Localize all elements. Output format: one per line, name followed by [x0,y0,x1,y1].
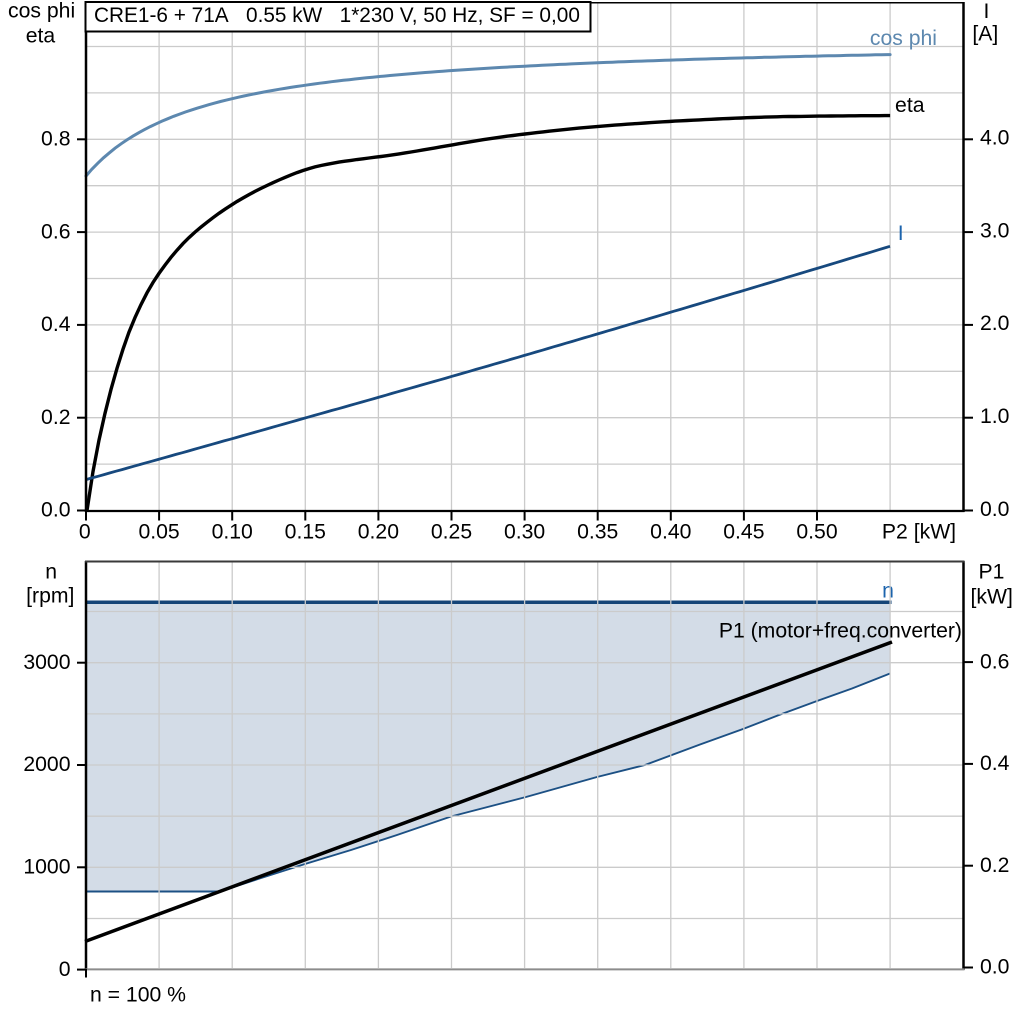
svg-text:0.10: 0.10 [212,521,253,544]
svg-text:cos phi: cos phi [8,0,75,23]
svg-text:0.35: 0.35 [577,521,618,544]
svg-text:0.0: 0.0 [41,499,70,522]
svg-text:I: I [984,0,990,23]
svg-text:3000: 3000 [23,651,70,674]
svg-text:0.6: 0.6 [41,220,70,243]
svg-text:eta: eta [895,94,925,117]
svg-text:0.4: 0.4 [41,313,71,336]
svg-text:0.8: 0.8 [41,128,70,151]
svg-text:n: n [45,561,57,584]
svg-text:[A]: [A] [972,23,998,46]
svg-text:0.0: 0.0 [980,956,1009,979]
svg-text:0.2: 0.2 [980,854,1009,877]
svg-text:P1: P1 [979,561,1005,584]
svg-text:n = 100 %: n = 100 % [90,984,186,1007]
svg-text:0.05: 0.05 [138,521,179,544]
svg-text:1000: 1000 [23,856,70,879]
svg-text:0.50: 0.50 [796,521,837,544]
svg-text:3.0: 3.0 [980,219,1009,242]
svg-text:P1 (motor+freq.converter): P1 (motor+freq.converter) [719,620,962,643]
svg-text:n: n [882,580,894,603]
svg-text:P2 [kW]: P2 [kW] [882,521,956,544]
svg-text:0.40: 0.40 [650,521,691,544]
svg-text:0: 0 [59,958,71,981]
svg-text:4.0: 4.0 [980,127,1009,150]
svg-text:I: I [898,222,904,245]
svg-text:2000: 2000 [23,753,70,776]
svg-text:0.15: 0.15 [285,521,326,544]
svg-text:0.30: 0.30 [504,521,545,544]
svg-text:0.20: 0.20 [358,521,399,544]
svg-text:0.6: 0.6 [980,650,1009,673]
svg-text:0.4: 0.4 [980,752,1010,775]
svg-text:cos phi: cos phi [870,27,937,50]
svg-text:0.45: 0.45 [723,521,764,544]
svg-text:0.0: 0.0 [980,498,1009,521]
svg-text:[rpm]: [rpm] [26,585,74,608]
svg-text:CRE1-6 + 71A 0.55 kW 1*230: CRE1-6 + 71A 0.55 kW 1*230 V, 50 Hz, SF … [94,4,580,27]
svg-text:0.25: 0.25 [431,521,472,544]
svg-text:eta: eta [26,25,56,48]
svg-text:1.0: 1.0 [980,405,1009,428]
svg-text:0: 0 [79,521,91,544]
svg-text:[kW]: [kW] [971,586,1013,609]
svg-text:0.2: 0.2 [41,406,70,429]
svg-text:2.0: 2.0 [980,312,1009,335]
